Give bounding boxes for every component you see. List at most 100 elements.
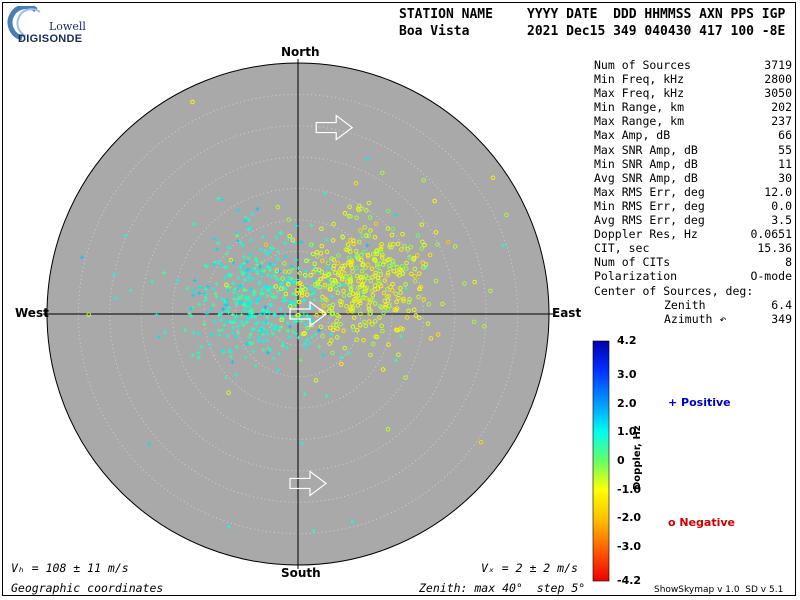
stat-label: Num of Sources	[594, 58, 691, 72]
positive-doppler-point	[290, 329, 295, 334]
negative-doppler-point	[412, 278, 418, 284]
positive-doppler-point	[219, 317, 224, 322]
negative-doppler-point	[328, 325, 333, 330]
positive-doppler-point	[221, 307, 226, 312]
positive-doppler-point	[312, 277, 317, 282]
positive-doppler-point	[243, 218, 248, 223]
stat-row: Avg RMS Err, deg 3.5	[594, 213, 792, 227]
compass-north: North	[281, 45, 320, 59]
positive-doppler-point	[191, 330, 196, 335]
positive-doppler-point	[219, 197, 224, 202]
negative-doppler-point	[320, 258, 325, 264]
positive-doppler-point	[206, 284, 211, 289]
positive-doppler-point	[258, 247, 263, 252]
negative-doppler-point	[273, 284, 278, 289]
positive-doppler-point	[161, 270, 166, 275]
negative-doppler-point	[346, 214, 352, 219]
negative-doppler-point	[418, 284, 423, 290]
negative-doppler-point	[336, 272, 341, 278]
positive-doppler-point	[216, 313, 221, 318]
positive-doppler-point	[278, 282, 283, 287]
negative-doppler-point	[331, 322, 336, 328]
positive-doppler-point	[244, 294, 249, 299]
negative-doppler-point	[421, 178, 426, 183]
negative-doppler-point	[335, 335, 340, 340]
positive-doppler-point	[213, 319, 218, 324]
positive-doppler-point	[244, 342, 249, 347]
negative-doppler-point	[294, 291, 299, 296]
positive-doppler-point	[286, 275, 291, 280]
stat-row: Avg SNR Amp, dB 30	[594, 171, 792, 185]
negative-doppler-point	[433, 230, 439, 235]
stat-value: 30	[778, 170, 792, 185]
colorbar-tick-label: -1.0	[617, 482, 642, 496]
positive-doppler-point	[393, 213, 398, 218]
negative-doppler-point	[296, 281, 301, 286]
negative-doppler-point	[348, 249, 353, 254]
negative-doppler-point	[356, 278, 361, 284]
negative-doppler-point	[336, 282, 342, 287]
positive-doppler-point	[286, 328, 291, 333]
positive-doppler-point	[216, 259, 221, 264]
negative-doppler-point	[353, 181, 359, 186]
negative-doppler-point	[314, 283, 320, 289]
positive-doppler-point	[310, 318, 315, 323]
stat-label: Min RMS Err, deg	[594, 198, 705, 213]
negative-doppler-point	[376, 278, 381, 284]
negative-doppler-point	[396, 269, 402, 275]
negative-doppler-point	[313, 378, 319, 383]
positive-doppler-point	[242, 308, 247, 313]
positive-doppler-point	[240, 293, 245, 298]
positive-doppler-point	[207, 342, 212, 347]
negative-doppler-point	[359, 257, 364, 263]
positive-doppler-point	[230, 359, 235, 364]
positive-doppler-point	[247, 340, 252, 345]
negative-doppler-point	[462, 281, 467, 286]
positive-doppler-point	[246, 267, 251, 272]
negative-doppler-point	[390, 259, 396, 264]
negative-doppler-point	[318, 324, 324, 330]
positive-doppler-point	[234, 293, 239, 298]
positive-doppler-point	[294, 257, 299, 262]
negative-doppler-point	[419, 246, 425, 251]
negative-doppler-point	[338, 321, 344, 327]
positive-doppler-point	[264, 319, 269, 324]
stat-label: Avg SNR Amp, dB	[594, 170, 698, 185]
stat-row: Min SNR Amp, dB 11	[594, 157, 792, 171]
positive-doppler-point	[223, 299, 228, 304]
negative-doppler-point	[357, 323, 363, 328]
negative-doppler-point	[335, 313, 340, 318]
positive-doppler-point	[296, 266, 301, 271]
negative-doppler-point	[390, 226, 396, 232]
positive-doppler-point	[283, 241, 288, 246]
negative-doppler-point	[440, 301, 445, 307]
positive-doppler-point	[233, 318, 238, 323]
negative-doppler-point	[86, 312, 92, 318]
stat-label: CIT, sec	[594, 241, 650, 256]
stat-row: Max Range, km 237	[594, 114, 792, 128]
positive-doppler-point	[227, 319, 232, 324]
negative-doppler-point	[302, 272, 308, 278]
negative-doppler-point	[419, 222, 425, 227]
stat-row: Min Freq, kHz 2800	[594, 72, 792, 86]
digisonde-logo	[7, 6, 41, 41]
stat-value: 66	[778, 128, 792, 143]
negative-doppler-point	[401, 298, 406, 304]
positive-doppler-point	[259, 327, 264, 332]
negative-doppler-point	[228, 258, 234, 263]
positive-doppler-point	[258, 291, 263, 296]
positive-doppler-point	[350, 519, 355, 524]
positive-doppler-point	[310, 335, 315, 340]
stat-value: 8	[785, 255, 792, 270]
negative-doppler-point	[345, 309, 351, 314]
negative-doppler-point	[342, 345, 348, 351]
positive-doppler-point	[204, 295, 209, 300]
positive-doppler-point	[365, 157, 370, 162]
negative-doppler-point	[364, 296, 369, 301]
negative-doppler-point	[319, 226, 324, 231]
positive-doppler-point	[246, 256, 251, 261]
positive-doppler-point	[220, 348, 225, 353]
positive-doppler-point	[302, 392, 307, 397]
stat-row: Num of Sources 3719	[594, 58, 792, 72]
positive-doppler-point	[283, 254, 288, 259]
